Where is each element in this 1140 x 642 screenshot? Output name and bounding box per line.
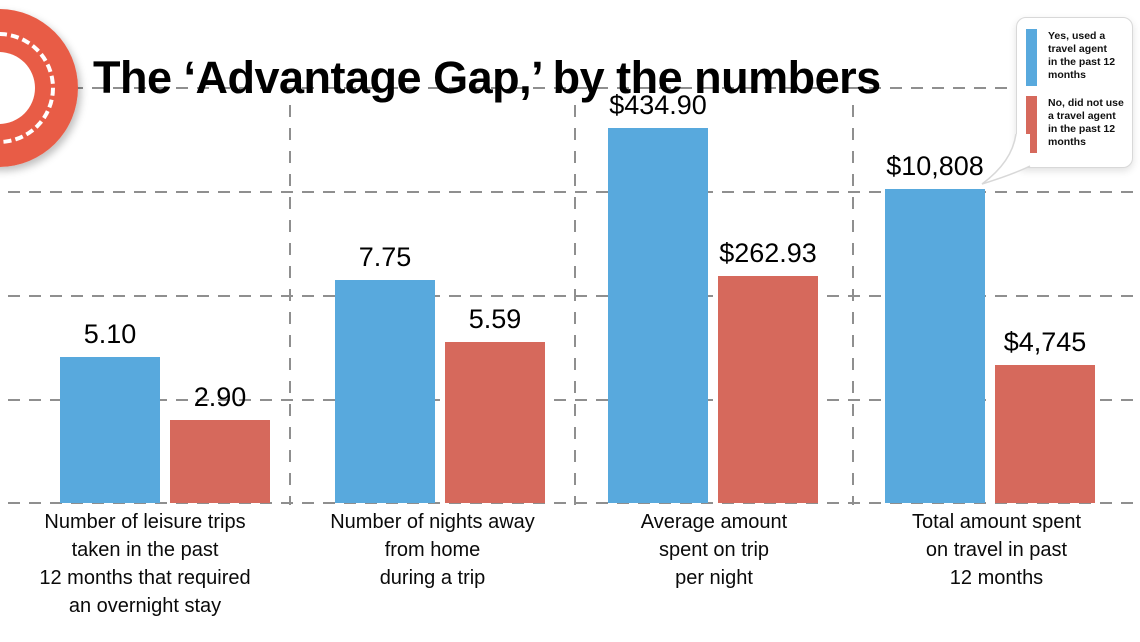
legend-item-yes: Yes, used a travel agent in the past 12 …: [1026, 29, 1115, 86]
bar-value-label: $434.90: [609, 90, 707, 120]
gridline-3: [8, 399, 1136, 401]
road-ring-logo: [0, 9, 78, 167]
bar-yes-group2: [608, 128, 708, 503]
bar-value-label: $10,808: [886, 151, 984, 181]
bar-value-label: $4,745: [1003, 327, 1087, 357]
gridline-1: [8, 191, 1136, 193]
legend-item-no: No, did not use a travel agent in the pa…: [1026, 96, 1124, 153]
bar-value-label: 5.10: [83, 319, 137, 349]
legend-bubble-tail: [981, 133, 1031, 185]
bar-no-group1: [445, 342, 545, 503]
legend-label-no: No, did not use a travel agent in the pa…: [1048, 97, 1124, 148]
legend-label-yes: Yes, used a travel agent in the past 12 …: [1048, 30, 1116, 81]
gridline-2: [8, 295, 1136, 297]
bar-yes-group0: [60, 357, 160, 503]
bar-no-group0: [170, 420, 270, 503]
bar-yes-group3: [885, 189, 985, 503]
legend: Yes, used a travel agent in the past 12 …: [1016, 17, 1133, 168]
separator-2: [852, 105, 854, 505]
bar-no-group3: [995, 365, 1095, 503]
category-label-0: Number of leisure trips taken in the pas…: [39, 511, 251, 617]
gridline-4: [8, 502, 1136, 504]
category-label-2: Average amount spent on trip per night: [640, 511, 788, 589]
separator-0: [289, 105, 291, 505]
category-label-1: Number of nights away from home during a…: [330, 511, 535, 589]
chart-title: The ‘Advantage Gap,’ by the numbers: [93, 52, 881, 104]
separator-1: [574, 105, 576, 505]
bar-no-group2: [718, 276, 818, 503]
category-label-3: Total amount spent on travel in past 12 …: [912, 511, 1081, 589]
gridline-0: [8, 87, 1136, 89]
bar-value-label: 7.75: [358, 242, 412, 272]
bar-yes-group1: [335, 280, 435, 503]
bar-value-label: $262.93: [719, 238, 817, 268]
bar-value-label: 5.59: [468, 304, 522, 334]
bar-value-label: 2.90: [193, 382, 247, 412]
legend-swatch-no: [1026, 96, 1037, 153]
legend-swatch-yes: [1026, 29, 1037, 86]
